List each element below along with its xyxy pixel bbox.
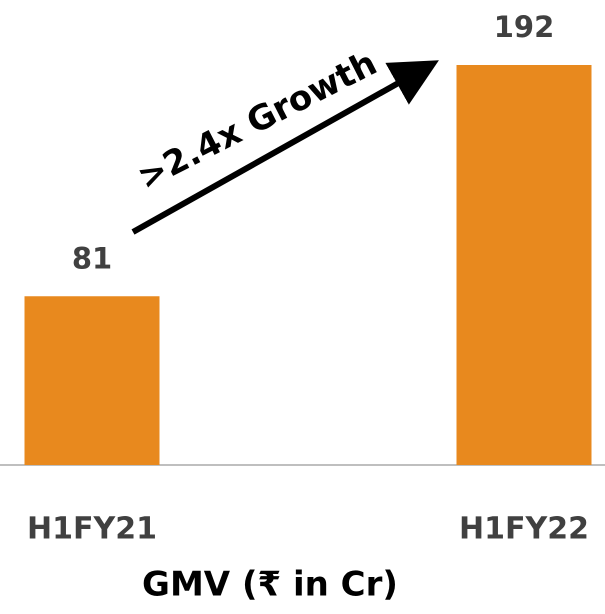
growth-arrow — [131, 60, 439, 235]
x-tick-label: H1FY22 — [459, 512, 589, 547]
bar — [456, 65, 592, 465]
annotation: >2.4x Growth — [131, 43, 383, 198]
value-label: 192 — [494, 10, 555, 44]
bar — [24, 296, 160, 465]
x-axis-title: GMV (₹ in Cr) — [142, 565, 398, 605]
value-label: 81 — [72, 241, 112, 275]
x-tick-label: H1FY21 — [27, 512, 157, 547]
